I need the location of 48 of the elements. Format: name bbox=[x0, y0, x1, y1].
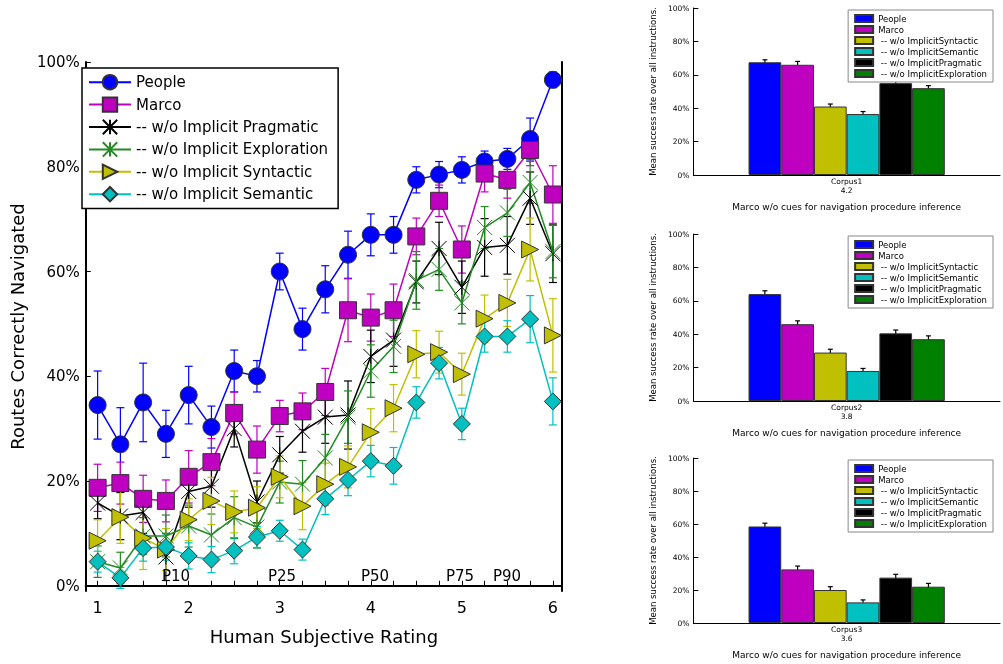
legend-label: -- w/o Implicit Pragmatic bbox=[136, 118, 319, 136]
y-axis-title: Routes Correctly Navigated bbox=[6, 203, 28, 450]
legend-label: People bbox=[878, 239, 907, 250]
legend-label: -- w/o ImplicitExploration bbox=[878, 294, 987, 305]
x-tick-label: 2 bbox=[183, 597, 194, 617]
x-tick-label: 3 bbox=[274, 597, 285, 617]
legend-label: -- w/o ImplicitPragmatic bbox=[878, 57, 982, 68]
legend-label: Marco bbox=[878, 24, 904, 35]
legend-label: Marco bbox=[878, 250, 904, 261]
legend-label: -- w/o ImplicitSyntactic bbox=[878, 35, 979, 46]
legend-label: -- w/o ImplicitSyntactic bbox=[878, 485, 979, 496]
y-tick-label: 80% bbox=[46, 157, 80, 176]
y-tick-label: 20% bbox=[46, 472, 80, 491]
y-axis-title: Mean success rate over all instructions. bbox=[647, 456, 658, 625]
annotation: P50 bbox=[360, 566, 390, 585]
x-axis-title: Human Subjective Rating bbox=[209, 625, 439, 647]
y-axis-title: Mean success rate over all instructions. bbox=[647, 7, 658, 176]
x-axis-title: Marco w/o cues for navigation procedure inference bbox=[732, 649, 962, 660]
legend-label: -- w/o Implicit Syntactic bbox=[136, 162, 313, 181]
y-tick-label: 0% bbox=[55, 576, 80, 595]
x-tick-label: 5 bbox=[456, 597, 467, 617]
legend-label: -- w/o ImplicitSemantic bbox=[878, 272, 979, 283]
legend-label: -- w/o Implicit Semantic bbox=[136, 185, 314, 204]
legend-label: People bbox=[878, 463, 907, 474]
x-tick-label: 6 bbox=[547, 597, 558, 617]
legend-label: -- w/o ImplicitSemantic bbox=[878, 496, 979, 507]
x-axis-title: Marco w/o cues for navigation procedure inference bbox=[732, 427, 962, 438]
legend-label: People bbox=[878, 13, 907, 24]
legend-label: -- w/o ImplicitPragmatic bbox=[878, 507, 982, 518]
legend-label: -- w/o ImplicitExploration bbox=[878, 68, 987, 79]
y-axis-title: Mean success rate over all instructions. bbox=[647, 233, 658, 402]
annotation: P75 bbox=[445, 566, 475, 585]
legend-label: -- w/o ImplicitPragmatic bbox=[878, 283, 982, 294]
legend-label: -- w/o ImplicitSemantic bbox=[878, 46, 979, 57]
x-tick-label: 4 bbox=[365, 597, 376, 617]
legend-label: -- w/o Implicit Exploration bbox=[136, 140, 329, 159]
legend-label: -- w/o ImplicitExploration bbox=[878, 518, 987, 529]
y-tick-label: 100% bbox=[36, 53, 80, 71]
y-tick-label: 60% bbox=[46, 262, 80, 281]
annotation: P90 bbox=[492, 566, 522, 585]
y-tick-label: 40% bbox=[46, 367, 80, 386]
legend-label: People bbox=[136, 73, 186, 92]
legend-label: Marco bbox=[136, 95, 182, 114]
annotation: P25 bbox=[267, 566, 297, 585]
x-axis-title: Marco w/o cues for navigation procedure inference bbox=[732, 201, 962, 212]
legend-label: Marco bbox=[878, 474, 904, 485]
x-tick-label: 1 bbox=[92, 597, 103, 617]
legend-label: -- w/o ImplicitSyntactic bbox=[878, 261, 979, 272]
